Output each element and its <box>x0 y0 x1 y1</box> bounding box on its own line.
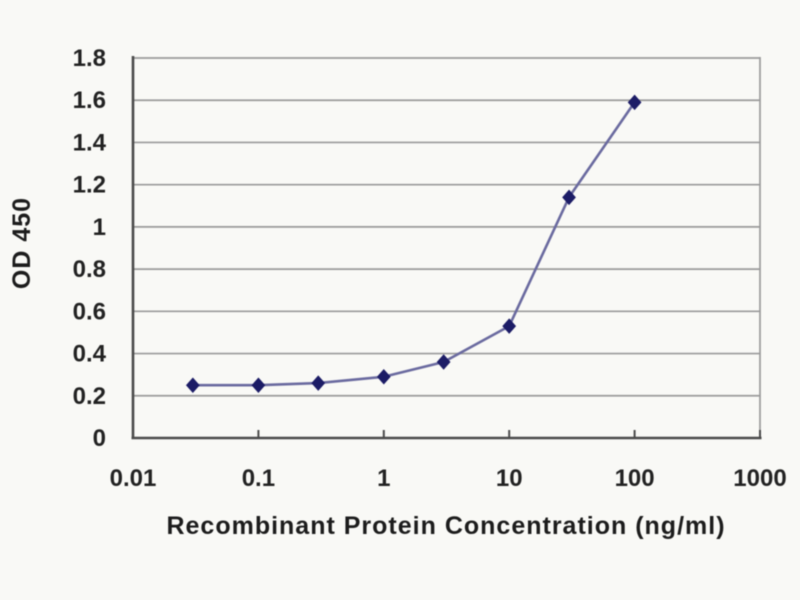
x-axis-tick-labels: 0.01 0.1 1 10 100 1000 <box>110 465 787 492</box>
y-tick-label: 0 <box>93 425 106 452</box>
y-axis-tick-labels: 0 0.2 0.4 0.6 0.8 1 1.2 1.4 1.6 1.8 <box>73 45 107 452</box>
data-point-marker <box>311 375 326 391</box>
data-series <box>185 94 642 393</box>
grid-layer <box>133 57 761 438</box>
data-point-marker <box>185 377 200 393</box>
y-tick-label: 0.2 <box>73 383 106 410</box>
x-tick-label: 1000 <box>733 465 786 492</box>
y-tick-label: 1.6 <box>73 87 106 114</box>
y-tick-label: 1 <box>93 214 106 241</box>
series-line <box>191 101 636 387</box>
y-tick-label: 1.2 <box>73 172 106 199</box>
y-tick-label: 0.8 <box>73 256 106 283</box>
data-point-marker <box>627 94 642 111</box>
axis-layer <box>131 56 762 440</box>
y-tick-label: 1.4 <box>73 129 107 156</box>
data-point-marker <box>436 354 451 370</box>
data-point-marker <box>562 189 576 206</box>
data-point-marker <box>251 377 266 393</box>
x-tick-label: 1 <box>377 465 390 492</box>
x-axis-title: Recombinant Protein Concentration (ng/ml… <box>166 512 725 540</box>
y-axis-title: OD 450 <box>8 197 36 289</box>
data-point-marker <box>376 369 391 385</box>
y-tick-label: 0.6 <box>73 298 106 325</box>
x-tick-label: 0.01 <box>110 465 157 492</box>
x-tick-label: 100 <box>615 465 655 492</box>
x-tick-label: 0.1 <box>242 465 275 492</box>
x-tick-label: 10 <box>496 465 523 492</box>
data-point-marker <box>502 318 517 334</box>
y-tick-label: 1.8 <box>73 45 106 72</box>
y-tick-label: 0.4 <box>73 341 107 368</box>
